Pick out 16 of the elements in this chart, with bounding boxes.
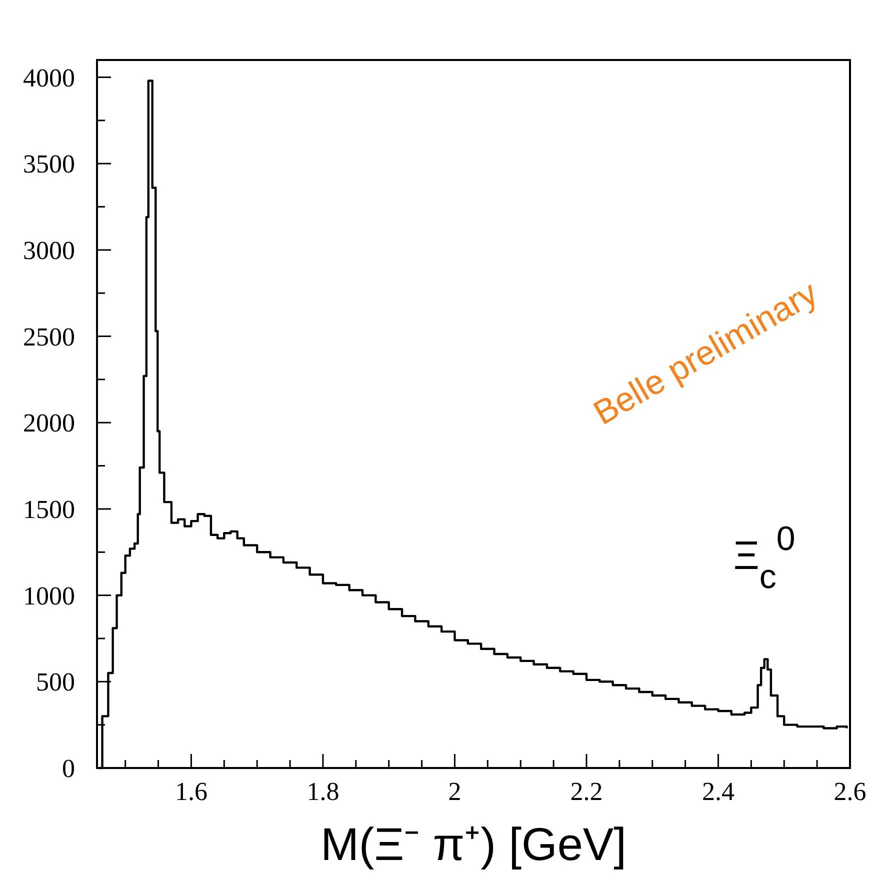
y-tick-label: 2500 [23,322,75,352]
y-tick-label: 3000 [23,236,75,265]
x-tick-label: 2 [448,777,462,806]
x-tick-label: 1.6 [174,777,208,806]
y-tick-label: 500 [36,668,75,697]
y-tick-label: 1000 [23,581,75,610]
y-tick-label: 3500 [23,150,75,179]
x-tick-label: 2.2 [570,777,603,806]
x-tick-label: 1.8 [306,777,340,806]
y-tick-label: 1500 [23,494,75,524]
y-tick-label: 0 [62,754,75,783]
y-tick-label: 4000 [23,63,75,92]
x-axis-title: M(Ξ⁻ π⁺) [GeV] [320,818,626,870]
x-tick-label: 2.4 [702,777,734,806]
x-tick-label: 2.6 [834,777,866,806]
y-tick-label: 2000 [23,408,75,438]
